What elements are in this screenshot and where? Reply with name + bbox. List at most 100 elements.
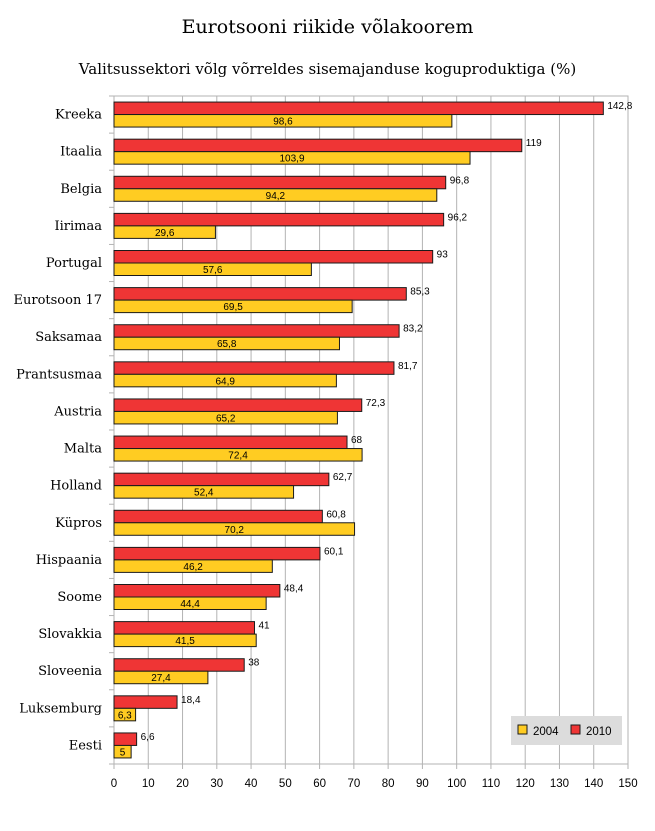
value-label-2004: 52,4 [194, 488, 214, 499]
category-label: Prantsusmaa [16, 367, 102, 382]
category-label: Luksemburg [19, 701, 102, 716]
bar-2004 [113, 373, 337, 388]
value-label-2004: 69,5 [223, 302, 243, 313]
value-label-2004: 41,5 [175, 636, 195, 647]
value-label-2004: 64,9 [215, 376, 235, 387]
bar-2010 [113, 546, 321, 561]
category-label: Slovakkia [38, 627, 102, 642]
value-label-2004: 6,3 [118, 710, 132, 721]
bar-2010 [113, 212, 445, 227]
category-label: Eurotsoon 17 [14, 293, 103, 308]
x-tick-label: 60 [313, 778, 326, 790]
bar-2010 [113, 695, 178, 709]
category-label: Malta [64, 442, 102, 457]
value-label-2010: 60,1 [324, 546, 344, 557]
bar-2004 [113, 448, 363, 462]
value-label-2010: 93 [437, 250, 449, 261]
value-label-2010: 6,6 [141, 732, 155, 743]
x-tick-label: 110 [482, 778, 500, 790]
bar-2010 [113, 324, 400, 338]
value-label-2004: 72,4 [228, 451, 248, 462]
category-label: Itaalia [60, 145, 102, 160]
chart-title: Eurotsooni riikide võlakoorem [181, 16, 474, 38]
category-label: Saksamaa [35, 330, 102, 345]
bar-2010 [113, 584, 281, 598]
bar-2004 [113, 114, 453, 128]
value-label-2010: 72,3 [366, 398, 386, 409]
bar-2010 [113, 435, 348, 450]
bar-2010 [113, 621, 255, 635]
bar-2004 [113, 670, 209, 685]
x-tick-label: 70 [347, 778, 360, 790]
bar-2010 [113, 101, 604, 116]
category-label: Portugal [46, 256, 102, 271]
bar-2004 [113, 485, 295, 499]
bar-2010 [113, 398, 363, 412]
bar-2004 [113, 559, 273, 573]
bar-2004 [113, 707, 137, 722]
category-label: Belgia [60, 182, 102, 197]
value-label-2010: 96,2 [448, 212, 468, 223]
bar-2010 [113, 472, 330, 487]
bar-2004 [113, 299, 353, 314]
bar-2010 [113, 250, 434, 264]
category-label: Eesti [69, 738, 102, 753]
bar-2004 [113, 410, 338, 425]
x-tick-label: 50 [279, 778, 292, 790]
value-label-2004: 44,4 [180, 599, 200, 610]
value-label-2010: 62,7 [333, 472, 353, 483]
x-tick-label: 40 [245, 778, 258, 790]
value-label-2010: 96,8 [450, 175, 470, 186]
chart-subtitle: Valitsussektori võlg võrreldes sisemajan… [78, 60, 577, 78]
legend-swatch [570, 724, 581, 735]
value-label-2010: 83,2 [403, 324, 423, 335]
x-tick-label: 30 [210, 778, 223, 790]
value-label-2010: 85,3 [410, 287, 430, 298]
x-tick-label: 90 [416, 778, 429, 790]
legend-swatch [517, 724, 528, 735]
value-label-2004: 65,2 [216, 413, 236, 424]
value-label-2010: 68 [351, 435, 363, 446]
bar-2004 [113, 744, 132, 759]
bar-2010 [113, 138, 523, 153]
bar-2010 [113, 658, 245, 672]
bar-2010 [113, 361, 395, 375]
x-tick-label: 150 [618, 778, 637, 790]
legend-label: 2004 [533, 726, 559, 738]
category-label: Soome [57, 590, 102, 605]
bar-2004 [113, 633, 257, 648]
bar-2010 [113, 509, 323, 524]
category-label: Kreeka [55, 108, 102, 123]
x-tick-label: 140 [584, 778, 603, 790]
value-label-2004: 57,6 [203, 265, 223, 276]
value-label-2010: 119 [526, 138, 542, 149]
x-tick-label: 100 [447, 778, 466, 790]
x-tick-label: 120 [516, 778, 535, 790]
value-label-2010: 38 [248, 658, 260, 669]
value-label-2004: 5 [120, 747, 126, 758]
bar-2010 [113, 732, 138, 746]
value-label-2004: 65,8 [217, 339, 237, 350]
bar-2010 [113, 175, 447, 190]
bar-2004 [113, 151, 471, 165]
value-label-2010: 60,8 [326, 509, 346, 520]
value-label-2010: 142,8 [607, 101, 632, 112]
bar-2004 [113, 262, 312, 276]
bar-2004 [113, 596, 267, 610]
value-label-2004: 27,4 [151, 673, 171, 684]
x-tick-label: 20 [176, 778, 189, 790]
x-tick-label: 10 [142, 778, 155, 790]
value-label-2004: 98,6 [273, 117, 293, 128]
x-tick-label: 0 [111, 778, 117, 790]
value-label-2010: 18,4 [181, 695, 201, 706]
category-label: Holland [50, 479, 102, 494]
category-label: Sloveenia [38, 664, 102, 679]
value-label-2004: 94,2 [266, 191, 286, 202]
bar-2004 [113, 188, 438, 202]
legend-box [511, 716, 622, 745]
value-label-2004: 103,9 [279, 154, 304, 165]
bar-2004 [113, 522, 356, 536]
category-label: Iirimaa [55, 219, 103, 234]
